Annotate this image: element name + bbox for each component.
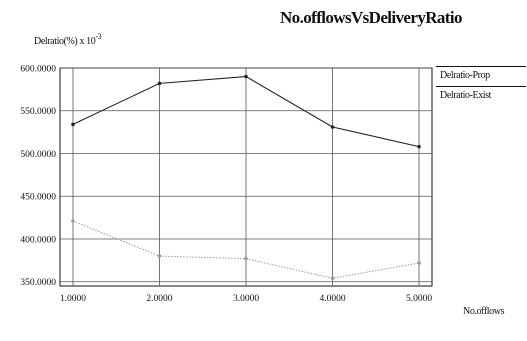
legend-item-exist: Delratio-Exist <box>440 90 492 101</box>
legend-top-rule <box>436 66 526 67</box>
data-point-exist <box>417 261 421 265</box>
x-tick-label: 5.0000 <box>406 294 432 304</box>
x-tick-label: 3.0000 <box>233 294 259 304</box>
data-point-exist <box>244 256 248 261</box>
y-axis-label: Delratio(%) x 10-3 <box>34 32 102 47</box>
legend-item-prop: Delratio-Prop <box>440 70 490 81</box>
data-point-exist <box>71 219 75 223</box>
x-axis-label: No.offlows <box>463 306 505 317</box>
legend-line-prop <box>436 86 526 87</box>
chart-title: No.offlowsVsDeliveryRatio <box>280 8 462 27</box>
series-group <box>71 74 421 281</box>
data-point-exist <box>157 254 162 258</box>
y-axis-exponent: -3 <box>95 32 102 41</box>
x-tick-label: 4.0000 <box>319 294 345 304</box>
y-tick-label: 350.0000 <box>20 278 56 288</box>
data-point-prop <box>330 125 335 129</box>
x-tick-label: 1.0000 <box>60 294 86 304</box>
y-tick-label: 400.0000 <box>20 235 56 245</box>
y-tick-label: 550.0000 <box>20 107 56 117</box>
data-point-prop <box>157 81 162 86</box>
data-point-prop <box>244 74 248 79</box>
x-tick-labels: 1.0000 2.0000 3.0000 4.0000 5.0000 <box>60 294 432 304</box>
y-tick-labels: 350.0000 400.0000 450.0000 500.0000 550.0000… <box>20 65 56 289</box>
y-tick-label: 450.0000 <box>20 193 56 203</box>
data-point-prop <box>417 144 421 149</box>
series-line-exist <box>72 220 420 279</box>
y-tick-label: 600.0000 <box>20 65 56 75</box>
data-point-prop <box>71 122 75 127</box>
x-tick-label: 2.0000 <box>146 294 172 304</box>
data-point-exist <box>330 276 335 281</box>
y-tick-label: 500.0000 <box>20 150 56 160</box>
gridlines <box>60 67 432 286</box>
